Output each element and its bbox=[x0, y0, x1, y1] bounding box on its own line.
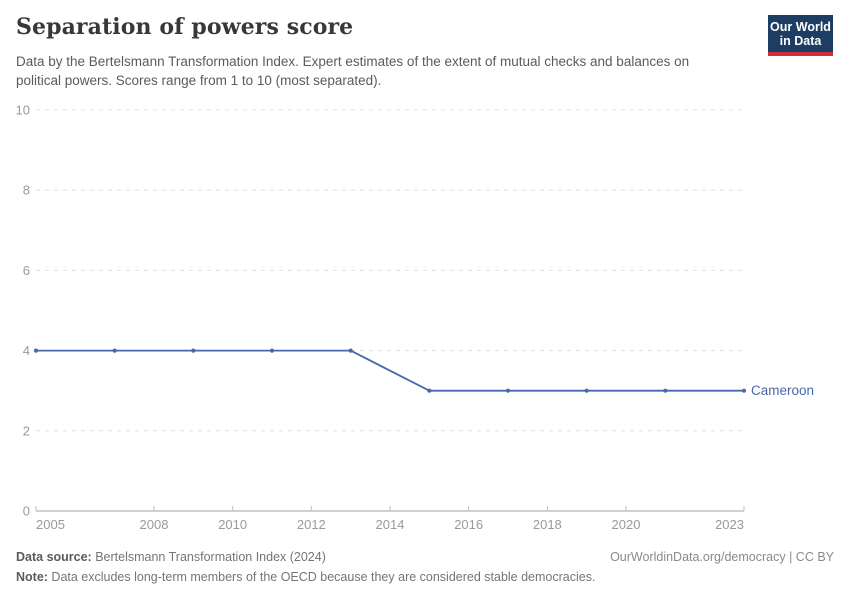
line-chart: 0 2 4 6 8 10 2005 2008 2010 2012 2014 2016 2018 2020 2… bbox=[16, 103, 815, 533]
x-tick-label-2010: 2010 bbox=[218, 517, 247, 532]
x-tick-label-2018: 2018 bbox=[533, 517, 562, 532]
chart-subtitle: Data by the Bertelsmann Transformation I… bbox=[16, 54, 690, 88]
series-label-cameroon[interactable]: Cameroon bbox=[751, 383, 814, 398]
owid-logo-line2: in Data bbox=[779, 34, 822, 48]
x-tick-label-2008: 2008 bbox=[140, 517, 169, 532]
note-label: Note: bbox=[16, 570, 48, 584]
data-point-cameroon-2009[interactable] bbox=[191, 348, 196, 353]
x-tick-label-2005: 2005 bbox=[36, 517, 65, 532]
data-point-cameroon-2011[interactable] bbox=[269, 348, 275, 353]
owid-logo[interactable]: Our World in Data bbox=[768, 15, 833, 56]
x-tick-label-2023: 2023 bbox=[715, 517, 744, 532]
x-tick-label-2012: 2012 bbox=[297, 517, 326, 532]
data-point-cameroon-2007[interactable] bbox=[112, 348, 117, 353]
data-point-cameroon-2005[interactable] bbox=[33, 348, 39, 353]
y-tick-label-10: 10 bbox=[16, 103, 30, 118]
note-line: Note: Data excludes long-term members of… bbox=[16, 567, 595, 587]
data-point-cameroon-2017[interactable] bbox=[505, 388, 511, 393]
data-source-label: Data source: bbox=[16, 550, 92, 564]
page-title: Separation of powers score bbox=[16, 14, 354, 40]
series-line-cameroon[interactable] bbox=[36, 349, 744, 392]
note-text: Data excludes long-term members of the O… bbox=[47, 570, 596, 584]
data-point-cameroon-2023[interactable] bbox=[741, 388, 747, 393]
y-tick-label-4: 4 bbox=[23, 343, 30, 358]
data-source-line: Data source: Bertelsmann Transformation … bbox=[16, 547, 326, 567]
y-tick-label-2: 2 bbox=[23, 423, 30, 438]
x-tick-label-2016: 2016 bbox=[454, 517, 483, 532]
owid-cc-link[interactable]: OurWorldinData.org/democracy | CC BY bbox=[610, 550, 834, 564]
data-point-cameroon-2019[interactable] bbox=[584, 388, 589, 393]
x-tick-label-2014: 2014 bbox=[376, 517, 405, 532]
data-point-cameroon-2015[interactable] bbox=[427, 388, 432, 393]
y-tick-label-6: 6 bbox=[23, 263, 30, 278]
data-point-cameroon-2021[interactable] bbox=[663, 388, 668, 393]
data-source-text: Bertelsmann Transformation Index (2024) bbox=[91, 550, 326, 564]
y-tick-label-8: 8 bbox=[23, 183, 30, 198]
owid-logo-line1: Our World bbox=[770, 20, 831, 34]
chart-footer: Data source: Bertelsmann Transformation … bbox=[16, 547, 834, 587]
data-point-cameroon-2013[interactable] bbox=[348, 348, 353, 353]
y-tick-label-0: 0 bbox=[23, 504, 30, 519]
x-tick-label-2020: 2020 bbox=[612, 517, 641, 532]
